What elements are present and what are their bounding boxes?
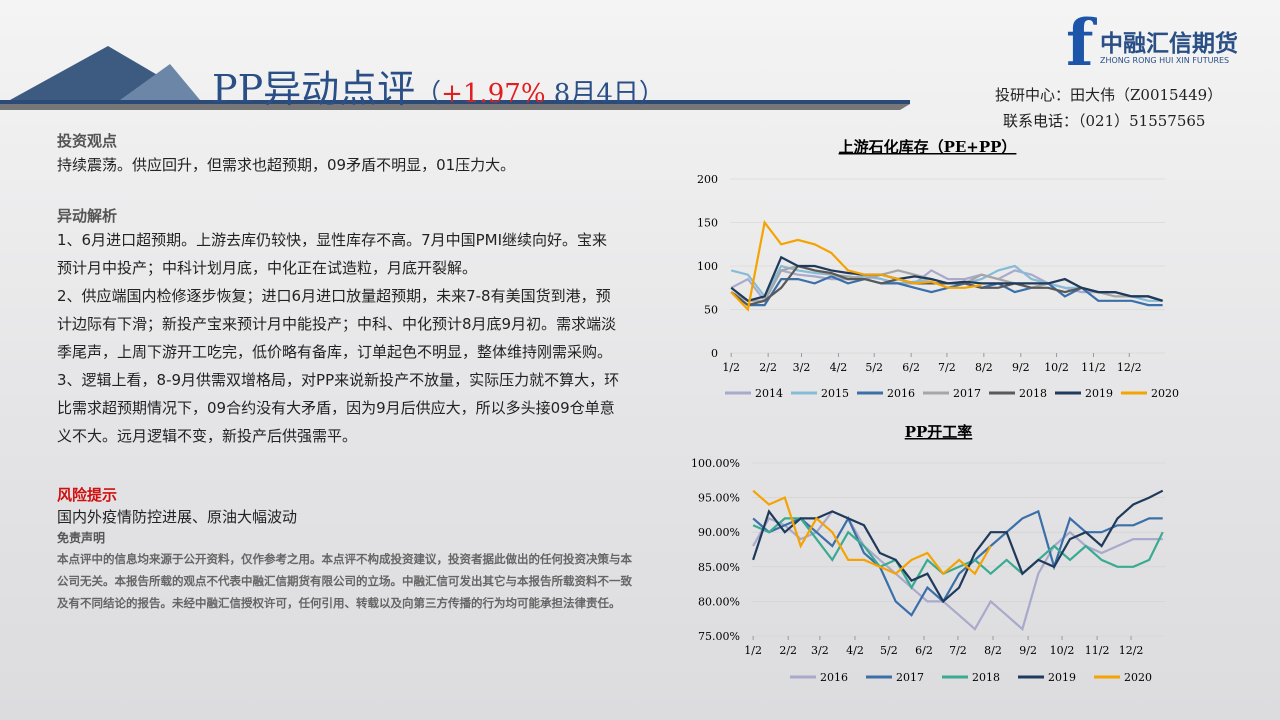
- disclaimer-heading: 免责声明: [57, 531, 106, 545]
- paren: （: [415, 79, 442, 109]
- contact: 联系电话：（021）51557565: [1003, 112, 1206, 130]
- y-tick-label: 0: [711, 347, 718, 360]
- series-line: [752, 489, 1164, 604]
- x-tick-label: 3/2: [793, 361, 811, 374]
- paragraph: 国内外疫情防控进展、原油大幅波动: [57, 508, 298, 526]
- chart-title: PP开工率: [905, 423, 973, 441]
- section-heading: 投资观点: [57, 132, 118, 150]
- series-line: [730, 275, 1163, 307]
- series-line: [730, 255, 1163, 303]
- x-tick-label: 6/2: [915, 644, 933, 657]
- x-tick-label: 3/2: [811, 644, 829, 657]
- y-tick-label: 150: [697, 217, 718, 230]
- x-tick-label: 6/2: [902, 361, 920, 374]
- x-tick-label: 10/2: [1044, 361, 1069, 374]
- series-line: [752, 510, 1163, 632]
- x-tick-label: 8/2: [984, 644, 1002, 657]
- x-tick-label: 4/2: [830, 361, 848, 374]
- paragraph: 3、逻辑上看，8-9月供需双增格局，对PP来说新投产不放量，实际压力就不算大，环…: [57, 371, 620, 445]
- x-tick-label: 7/2: [949, 644, 967, 657]
- x-tick-label: 8/2: [975, 361, 993, 374]
- x-tick-label: 11/2: [1085, 644, 1110, 657]
- title-row: PP异动点评（+1.97% 8月4日）: [212, 58, 665, 113]
- legend-label: 2018: [972, 671, 1000, 684]
- x-tick-label: 11/2: [1081, 361, 1106, 374]
- series-line: [752, 517, 1164, 590]
- series-line: [752, 489, 992, 576]
- legend-label: 2016: [820, 671, 848, 684]
- y-tick-label: 100.00%: [691, 457, 740, 470]
- paragraph: 1、6月进口超预期。上游去库仍较快，显性库存不高。7月中国PMI继续向好。宝来预…: [57, 231, 608, 277]
- text-column: 投资观点 持续震荡。供应回升，但需求也超预期，09矛盾不明显，01压力大。 异动…: [57, 130, 632, 614]
- legend-label: 2016: [887, 387, 915, 400]
- chart-title: 上游石化库存（PE+PP）: [839, 138, 1017, 156]
- legend-label: 2017: [953, 387, 981, 400]
- logo-f: f: [1066, 6, 1094, 81]
- x-tick-label: 5/2: [880, 644, 898, 657]
- x-tick-label: 2/2: [779, 644, 797, 657]
- x-tick-label: 1/2: [744, 644, 762, 657]
- x-tick-label: 12/2: [1119, 644, 1144, 657]
- x-tick-label: 5/2: [865, 361, 883, 374]
- legend-label: 2014: [755, 387, 783, 400]
- x-tick-label: 1/2: [722, 361, 740, 374]
- legend-label: 2019: [1085, 387, 1113, 400]
- legend-label: 2019: [1048, 671, 1076, 684]
- legend-label: 2015: [821, 387, 849, 400]
- legend-label: 2020: [1124, 671, 1152, 684]
- x-tick-label: 12/2: [1117, 361, 1142, 374]
- x-tick-label: 4/2: [846, 644, 864, 657]
- header-art: [0, 46, 910, 110]
- y-tick-label: 200: [697, 173, 718, 186]
- date: 8月4日）: [545, 79, 665, 109]
- x-tick-label: 7/2: [938, 361, 956, 374]
- logo-name: 中融汇信期货: [1100, 31, 1238, 57]
- disclaimer: 本点评中的信息均来源于公开资料，仅作参考之用。本点评不构成投资建议，投资者据此做…: [57, 552, 632, 610]
- x-tick-label: 9/2: [1019, 644, 1037, 657]
- paragraph: 2、供应端国内检修逐步恢复；进口6月进口放量超预期，未来7-8有美国货到港，预计…: [57, 287, 617, 361]
- logo-en: ZHONG RONG HUI XIN FUTURES: [1100, 56, 1230, 65]
- x-tick-label: 2/2: [759, 361, 777, 374]
- change: +1.97%: [441, 79, 546, 109]
- title: PP异动点评: [212, 67, 416, 111]
- legend-label: 2017: [896, 671, 924, 684]
- y-tick-label: 85.00%: [698, 561, 740, 574]
- section-heading: 风险提示: [57, 486, 118, 504]
- y-tick-label: 80.00%: [698, 595, 740, 608]
- x-tick-label: 9/2: [1012, 361, 1030, 374]
- section-heading: 异动解析: [57, 207, 118, 225]
- paragraph: 持续震荡。供应回升，但需求也超预期，09矛盾不明显，01压力大。: [57, 156, 516, 174]
- contact: 投研中心：田大伟（Z0015449）: [995, 86, 1223, 104]
- legend-label: 2018: [1019, 387, 1047, 400]
- series-line: [730, 269, 1163, 303]
- y-tick-label: 50: [704, 304, 718, 317]
- x-tick-label: 10/2: [1050, 644, 1075, 657]
- series-line: [752, 509, 1163, 617]
- y-tick-label: 95.00%: [698, 492, 740, 505]
- y-tick-label: 75.00%: [698, 630, 740, 643]
- y-tick-label: 90.00%: [698, 526, 740, 539]
- series-line: [730, 219, 982, 312]
- legend-label: 2020: [1151, 387, 1179, 400]
- y-tick-label: 100: [697, 260, 718, 273]
